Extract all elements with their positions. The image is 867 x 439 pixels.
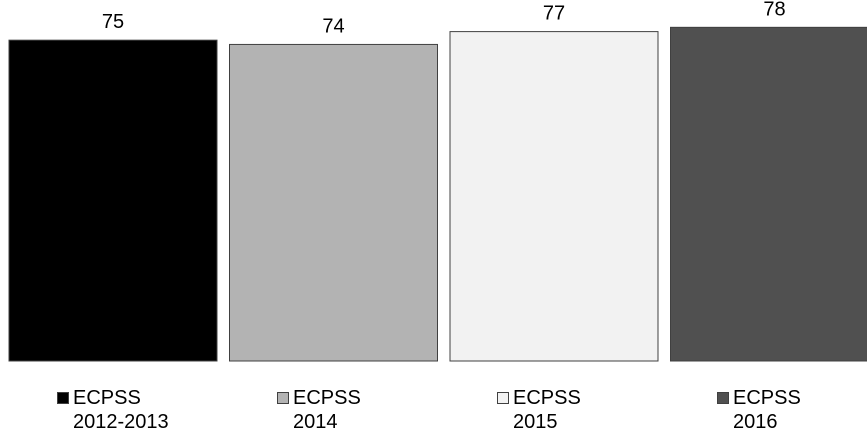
legend-swatch [57,392,69,404]
legend-swatch [717,392,729,404]
legend-item-2012-2013: ECPSS 2012-2013 [57,386,169,434]
bar-0 [8,39,218,362]
bar-1 [229,43,438,362]
legend-label-line-2: 2016 [733,411,778,433]
data-label-2: 77 [543,3,565,25]
data-label-1: 74 [322,15,344,37]
data-label-0: 75 [102,11,124,33]
legend-swatch [497,392,509,404]
bar-3 [670,26,867,362]
legend-item-2014: ECPSS 2014 [277,386,361,434]
legend-label: ECPSS 2015 [513,386,581,434]
legend-label-line-2: 2012-2013 [73,411,169,433]
legend-label: ECPSS 2012-2013 [73,386,169,434]
legend-label-line-1: ECPSS [513,387,581,409]
legend-swatch [277,392,289,404]
legend-label-line-2: 2014 [293,411,338,433]
legend-item-2016: ECPSS 2016 [717,386,801,434]
legend-item-2015: ECPSS 2015 [497,386,581,434]
legend-label-line-1: ECPSS [73,387,141,409]
legend-label-line-1: ECPSS [733,387,801,409]
legend-label-line-2: 2015 [513,411,558,433]
data-label-3: 78 [763,0,785,20]
legend-label: ECPSS 2014 [293,386,361,434]
legend-label-line-1: ECPSS [293,387,361,409]
legend-label: ECPSS 2016 [733,386,801,434]
bar-2 [449,31,659,362]
